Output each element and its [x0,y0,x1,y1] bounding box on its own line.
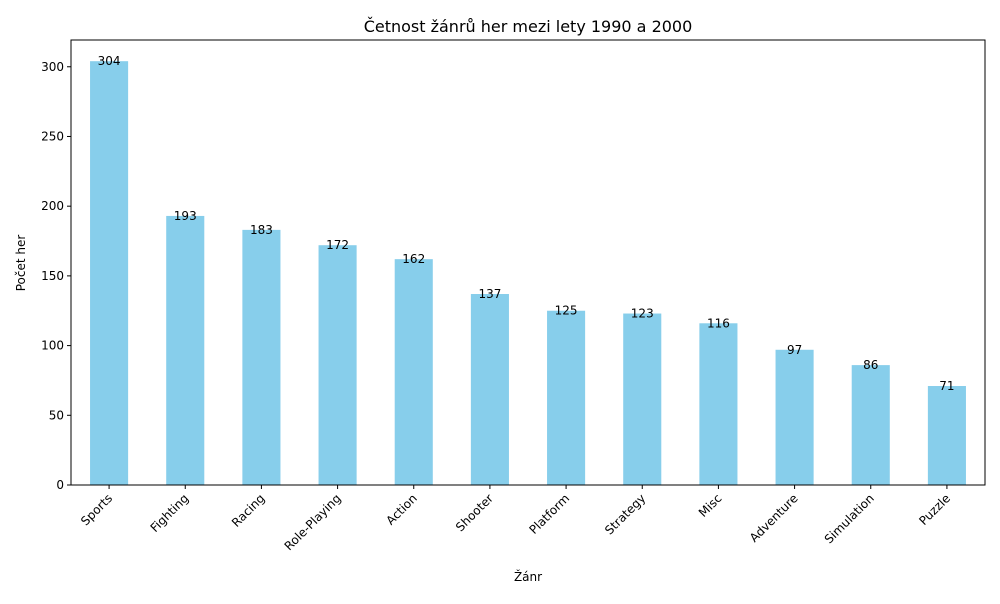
bar-platform [547,310,586,485]
data-label-role-playing: 172 [326,238,349,252]
data-label-fighting: 193 [174,209,197,223]
x-tick-label-action: Action [383,491,419,527]
bar-fighting [166,215,205,486]
bar-sports [90,61,129,485]
x-tick-label-sports: Sports [78,491,115,528]
y-tick-label-300: 300 [41,60,64,74]
x-tick-label-adventure: Adventure [747,491,801,545]
data-labels-layer: 304 193 183 172 162 137 125 123 116 97 86 71 [98,54,955,393]
x-axis-label: Žánr [514,569,542,584]
data-label-sports: 304 [98,54,121,68]
chart-title: Četnost žánrů her mezi lety 1990 a 2000 [364,17,693,36]
x-tick-label-racing: Racing [229,491,268,530]
data-label-action: 162 [402,252,425,266]
y-axis-label: Počet her [14,235,28,292]
axes-layer [70,39,986,486]
bars-layer [90,61,966,486]
x-tick-label-platform: Platform [527,491,573,537]
data-label-strategy: 123 [631,307,654,321]
data-label-misc: 116 [707,316,730,330]
bar-strategy [623,313,662,485]
y-tick-label-200: 200 [41,199,64,213]
data-label-shooter: 137 [478,287,501,301]
y-tick-label-100: 100 [41,339,64,353]
x-tick-label-puzzle: Puzzle [916,491,953,528]
bar-action [394,259,433,485]
bar-adventure [775,349,814,485]
data-label-puzzle: 71 [939,379,954,393]
bar-puzzle [927,386,966,485]
bar-simulation [851,365,890,485]
y-tick-label-150: 150 [41,269,64,283]
data-label-platform: 125 [555,304,578,318]
x-tick-label-shooter: Shooter [453,491,496,534]
x-tick-label-strategy: Strategy [602,491,648,537]
bar-shooter [470,294,509,485]
y-tick-label-0: 0 [56,478,64,492]
data-label-adventure: 97 [787,343,802,357]
bar-misc [699,323,738,485]
x-tick-label-role-playing: Role-Playing [282,491,344,553]
data-label-simulation: 86 [863,358,878,372]
bar-role-playing [318,245,357,485]
data-label-racing: 183 [250,223,273,237]
y-tick-label-50: 50 [49,408,64,422]
plot-frame [70,39,986,486]
bar-racing [242,229,281,485]
x-tick-label-simulation: Simulation [822,491,877,546]
y-tick-label-250: 250 [41,129,64,143]
x-tick-label-misc: Misc [696,491,725,520]
x-tick-label-fighting: Fighting [148,491,192,535]
